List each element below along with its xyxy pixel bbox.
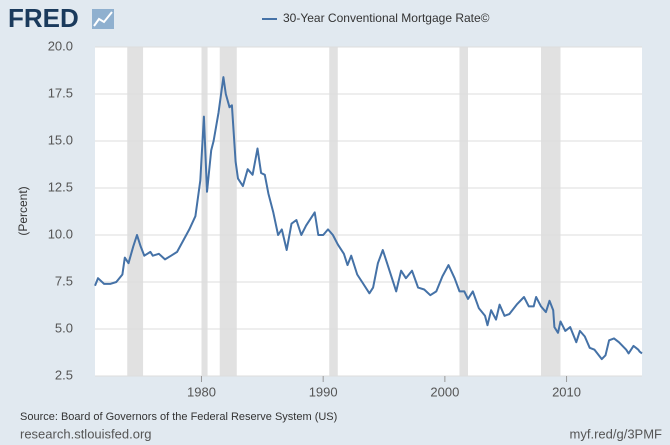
- recession-shade: [459, 47, 468, 376]
- recession-shade: [540, 47, 561, 376]
- footer-right: myf.red/g/3PMF: [570, 426, 663, 441]
- logo: FRED: [8, 3, 79, 33]
- y-tick-label: 5.0: [55, 320, 73, 335]
- y-tick-label: 2.5: [55, 367, 73, 382]
- x-tick-label: 2010: [552, 384, 581, 399]
- recession-shade: [219, 47, 237, 376]
- recession-shade: [329, 47, 338, 376]
- y-tick-label: 15.0: [48, 132, 73, 147]
- legend-label: 30-Year Conventional Mortgage Rate©: [283, 11, 490, 25]
- footer-left: research.stlouisfed.org: [20, 426, 152, 441]
- y-tick-label: 17.5: [48, 85, 73, 100]
- y-axis-label: (Percent): [16, 186, 30, 235]
- x-tick-label: 1990: [309, 384, 338, 399]
- y-tick-label: 12.5: [48, 179, 73, 194]
- y-tick-label: 7.5: [55, 273, 73, 288]
- source: Source: Board of Governors of the Federa…: [20, 411, 337, 423]
- recession-shade: [201, 47, 208, 376]
- x-tick-label: 1980: [187, 384, 216, 399]
- logo-icon: [92, 9, 114, 29]
- data-line: [94, 76, 643, 361]
- x-tick-label: 2000: [430, 384, 459, 399]
- logo-icon-line: [93, 11, 113, 27]
- recession-shade: [127, 47, 144, 376]
- y-tick-label: 20.0: [48, 38, 73, 53]
- y-tick-label: 10.0: [48, 226, 73, 241]
